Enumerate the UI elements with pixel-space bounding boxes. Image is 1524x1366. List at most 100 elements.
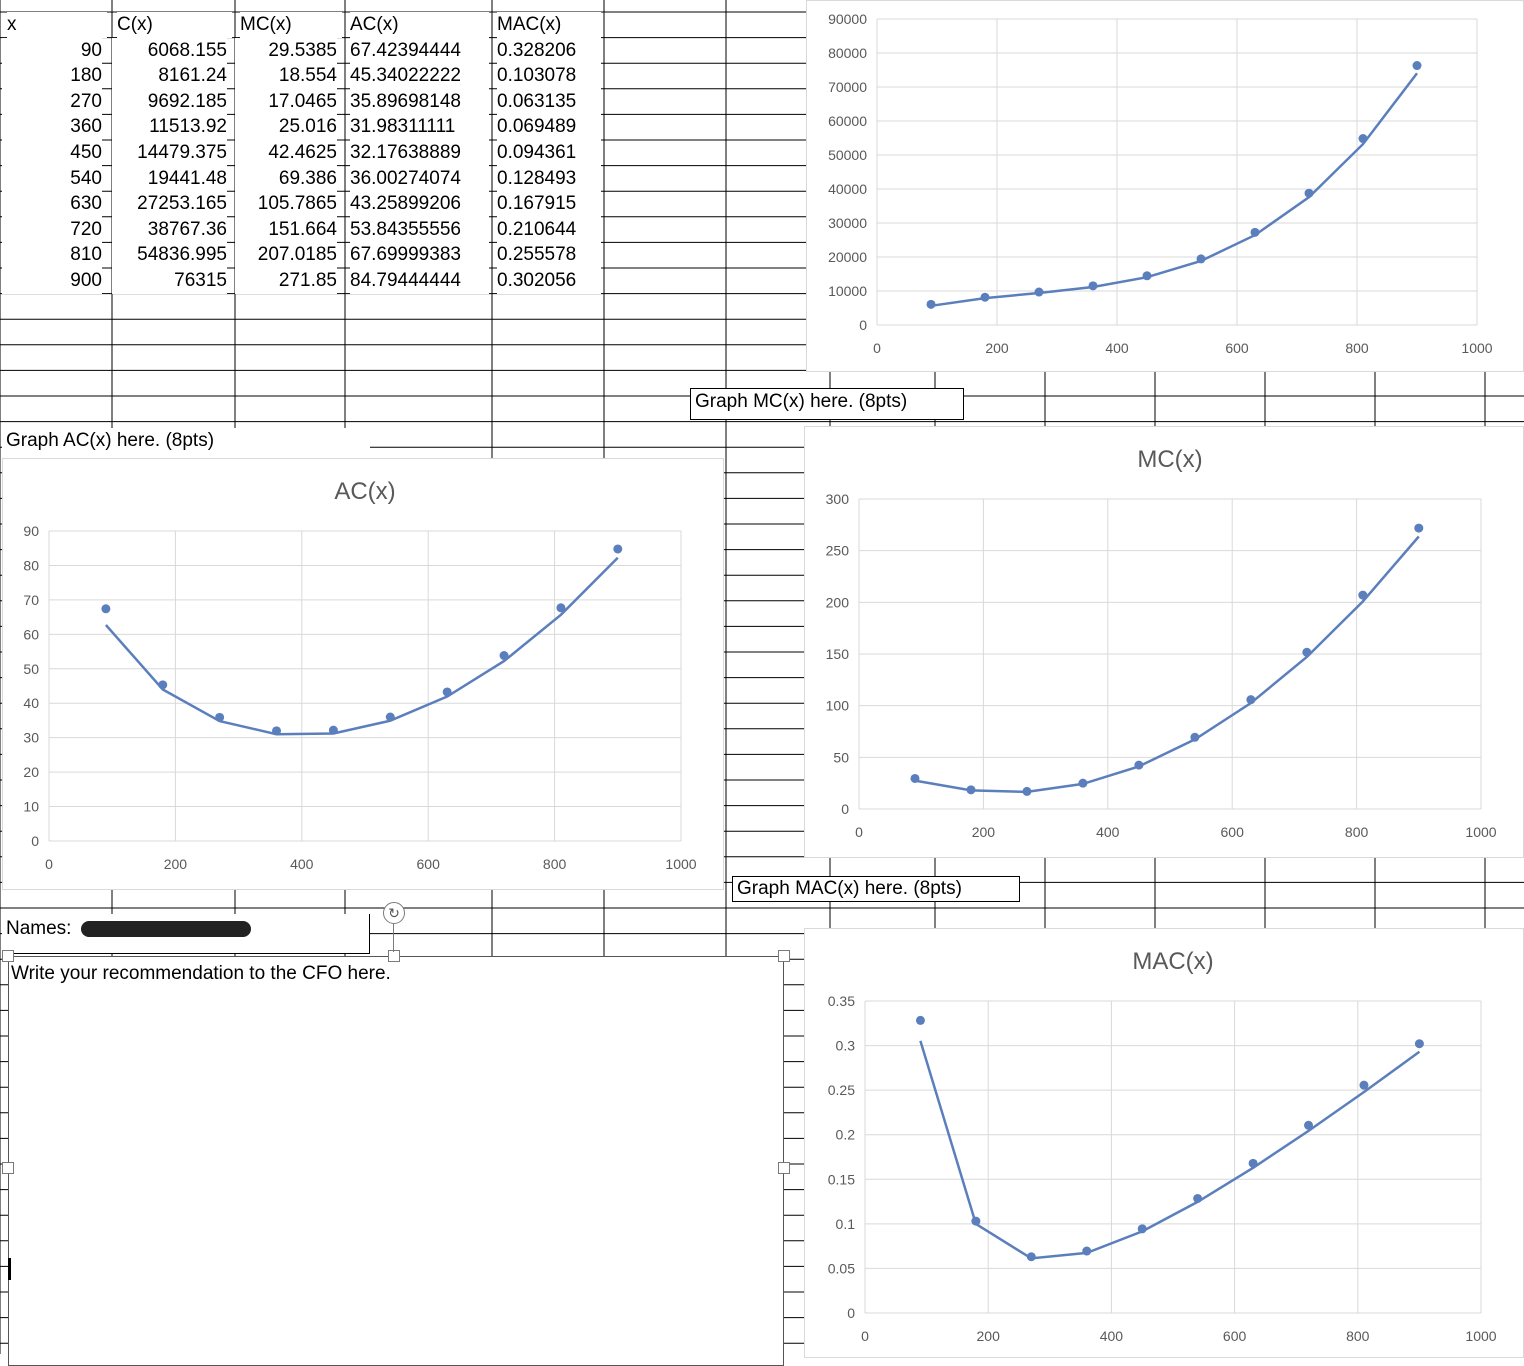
rotate-connector bbox=[393, 924, 394, 952]
data-point bbox=[1304, 1120, 1314, 1130]
resize-handle-ml[interactable] bbox=[2, 1162, 14, 1174]
table-cell[interactable]: 45.34022222 bbox=[350, 63, 489, 90]
table-cell[interactable]: 0.255578 bbox=[497, 242, 601, 269]
names-box[interactable]: Names: bbox=[2, 914, 370, 954]
table-cell[interactable]: 76315 bbox=[112, 268, 227, 294]
table-cell[interactable]: 270 bbox=[2, 88, 102, 115]
data-point bbox=[442, 687, 452, 697]
table-cell[interactable]: 69.386 bbox=[235, 165, 337, 192]
table-cell[interactable]: 25.016 bbox=[235, 114, 337, 141]
table-cell[interactable]: 0.103078 bbox=[497, 63, 601, 90]
y-tick-label: 0.35 bbox=[828, 993, 855, 1009]
table-cell[interactable]: 0.094361 bbox=[497, 140, 601, 166]
header-cell-1[interactable]: C(x) bbox=[117, 12, 232, 38]
table-cell[interactable]: 8161.24 bbox=[112, 63, 227, 90]
table-cell[interactable]: 180 bbox=[2, 63, 102, 90]
y-tick-label: 0 bbox=[859, 317, 867, 333]
table-cell[interactable]: 810 bbox=[2, 242, 102, 269]
mc-chart[interactable]: 0 50 100 150 200 250 300 0 200 400 600 800 1000 MC(x) bbox=[804, 426, 1524, 858]
data-point bbox=[1304, 188, 1314, 198]
ac-chart[interactable]: 0 10 20 30 40 50 60 70 80 90 0 200 400 600 800 1000 AC(x… bbox=[2, 458, 724, 890]
table-cell[interactable]: 84.79444444 bbox=[350, 268, 489, 294]
table-cell[interactable]: 36.00274074 bbox=[350, 165, 489, 192]
table-cell[interactable]: 19441.48 bbox=[112, 165, 227, 192]
table-cell[interactable]: 720 bbox=[2, 216, 102, 243]
y-tick-label: 60 bbox=[23, 626, 39, 642]
header-cell-2[interactable]: MC(x) bbox=[240, 12, 342, 38]
table-cell[interactable]: 540 bbox=[2, 165, 102, 192]
table-cell[interactable]: 9692.185 bbox=[112, 88, 227, 115]
table-cell[interactable]: 53.84355556 bbox=[350, 216, 489, 243]
table-cell[interactable]: 900 bbox=[2, 268, 102, 294]
data-point bbox=[1134, 760, 1144, 770]
data-point bbox=[385, 712, 395, 722]
y-tick-label: 0.1 bbox=[836, 1216, 856, 1232]
y-tick-label: 70000 bbox=[828, 79, 867, 95]
table-cell[interactable]: 38767.36 bbox=[112, 216, 227, 243]
recommendation-text: Write your recommendation to the CFO her… bbox=[11, 963, 391, 984]
resize-handle-tm[interactable] bbox=[388, 950, 400, 962]
y-tick-label: 200 bbox=[826, 594, 850, 610]
header-cell-4[interactable]: MAC(x) bbox=[497, 12, 601, 38]
table-cell[interactable]: 450 bbox=[2, 140, 102, 166]
x-tick-label: 400 bbox=[290, 856, 314, 872]
mac-chart[interactable]: 0 0.05 0.1 0.15 0.2 0.25 0.3 0.35 0 200 400 600 800 1… bbox=[804, 928, 1524, 1358]
table-cell[interactable]: 27253.165 bbox=[112, 191, 227, 218]
resize-handle-mr[interactable] bbox=[778, 1162, 790, 1174]
table-cell[interactable]: 151.664 bbox=[235, 216, 337, 243]
table-cell[interactable]: 32.17638889 bbox=[350, 140, 489, 166]
table-cell[interactable]: 6068.155 bbox=[112, 37, 227, 64]
recommendation-box[interactable]: Write your recommendation to the CFO her… bbox=[8, 956, 784, 1366]
table-cell[interactable]: 0.302056 bbox=[497, 268, 601, 294]
x-tick-label: 1000 bbox=[665, 856, 696, 872]
x-tick-label: 600 bbox=[1221, 824, 1245, 840]
x-tick-label: 400 bbox=[1100, 1328, 1124, 1344]
table-cell[interactable]: 207.0185 bbox=[235, 242, 337, 269]
table-cell[interactable]: 0.210644 bbox=[497, 216, 601, 243]
data-point bbox=[1022, 786, 1032, 796]
table-cell[interactable]: 0.328206 bbox=[497, 37, 601, 64]
x-tick-label: 1000 bbox=[1465, 824, 1496, 840]
resize-handle-tr[interactable] bbox=[778, 950, 790, 962]
table-cell[interactable]: 67.69999383 bbox=[350, 242, 489, 269]
table-cell[interactable]: 11513.92 bbox=[112, 114, 227, 141]
table-cell[interactable]: 0.069489 bbox=[497, 114, 601, 141]
y-tick-label: 150 bbox=[826, 646, 850, 662]
table-cell[interactable]: 90 bbox=[2, 37, 102, 64]
data-point bbox=[1358, 590, 1368, 600]
data-point bbox=[1412, 61, 1422, 71]
table-cell[interactable]: 14479.375 bbox=[112, 140, 227, 166]
y-tick-label: 60000 bbox=[828, 113, 867, 129]
resize-handle-tl[interactable] bbox=[2, 950, 14, 962]
table-cell[interactable]: 360 bbox=[2, 114, 102, 141]
data-point bbox=[1190, 732, 1200, 742]
table-cell[interactable]: 105.7865 bbox=[235, 191, 337, 218]
series-line bbox=[104, 556, 619, 736]
header-cell-3[interactable]: AC(x) bbox=[350, 12, 489, 38]
table-cell[interactable]: 271.85 bbox=[235, 268, 337, 294]
graph-ac-label[interactable]: Graph AC(x) here. (8pts) bbox=[2, 428, 370, 460]
table-cell[interactable]: 67.42394444 bbox=[350, 37, 489, 64]
table-cell[interactable]: 0.167915 bbox=[497, 191, 601, 218]
cost-chart[interactable]: 0 10000 20000 30000 40000 50000 60000 70000 8000… bbox=[806, 0, 1524, 372]
x-tick-label: 600 bbox=[1225, 340, 1249, 356]
table-cell[interactable]: 35.89698148 bbox=[350, 88, 489, 115]
x-tick-label: 800 bbox=[543, 856, 567, 872]
table-cell[interactable]: 42.4625 bbox=[235, 140, 337, 166]
table-cell[interactable]: 31.98311111 bbox=[350, 114, 489, 141]
graph-mc-label[interactable]: Graph MC(x) here. (8pts) bbox=[690, 388, 964, 420]
table-cell[interactable]: 43.25899206 bbox=[350, 191, 489, 218]
table-cell[interactable]: 18.554 bbox=[235, 63, 337, 90]
series-line bbox=[919, 1040, 1421, 1260]
header-cell-0[interactable]: x bbox=[7, 12, 107, 38]
table-cell[interactable]: 0.063135 bbox=[497, 88, 601, 115]
chart-title: MAC(x) bbox=[1132, 948, 1213, 975]
table-cell[interactable]: 54836.995 bbox=[112, 242, 227, 269]
table-cell[interactable]: 29.5385 bbox=[235, 37, 337, 64]
rotate-handle[interactable]: ↻ bbox=[383, 902, 405, 924]
table-cell[interactable]: 630 bbox=[2, 191, 102, 218]
table-cell[interactable]: 17.0465 bbox=[235, 88, 337, 115]
table-cell[interactable]: 0.128493 bbox=[497, 165, 601, 192]
graph-mac-label[interactable]: Graph MAC(x) here. (8pts) bbox=[732, 876, 1020, 902]
